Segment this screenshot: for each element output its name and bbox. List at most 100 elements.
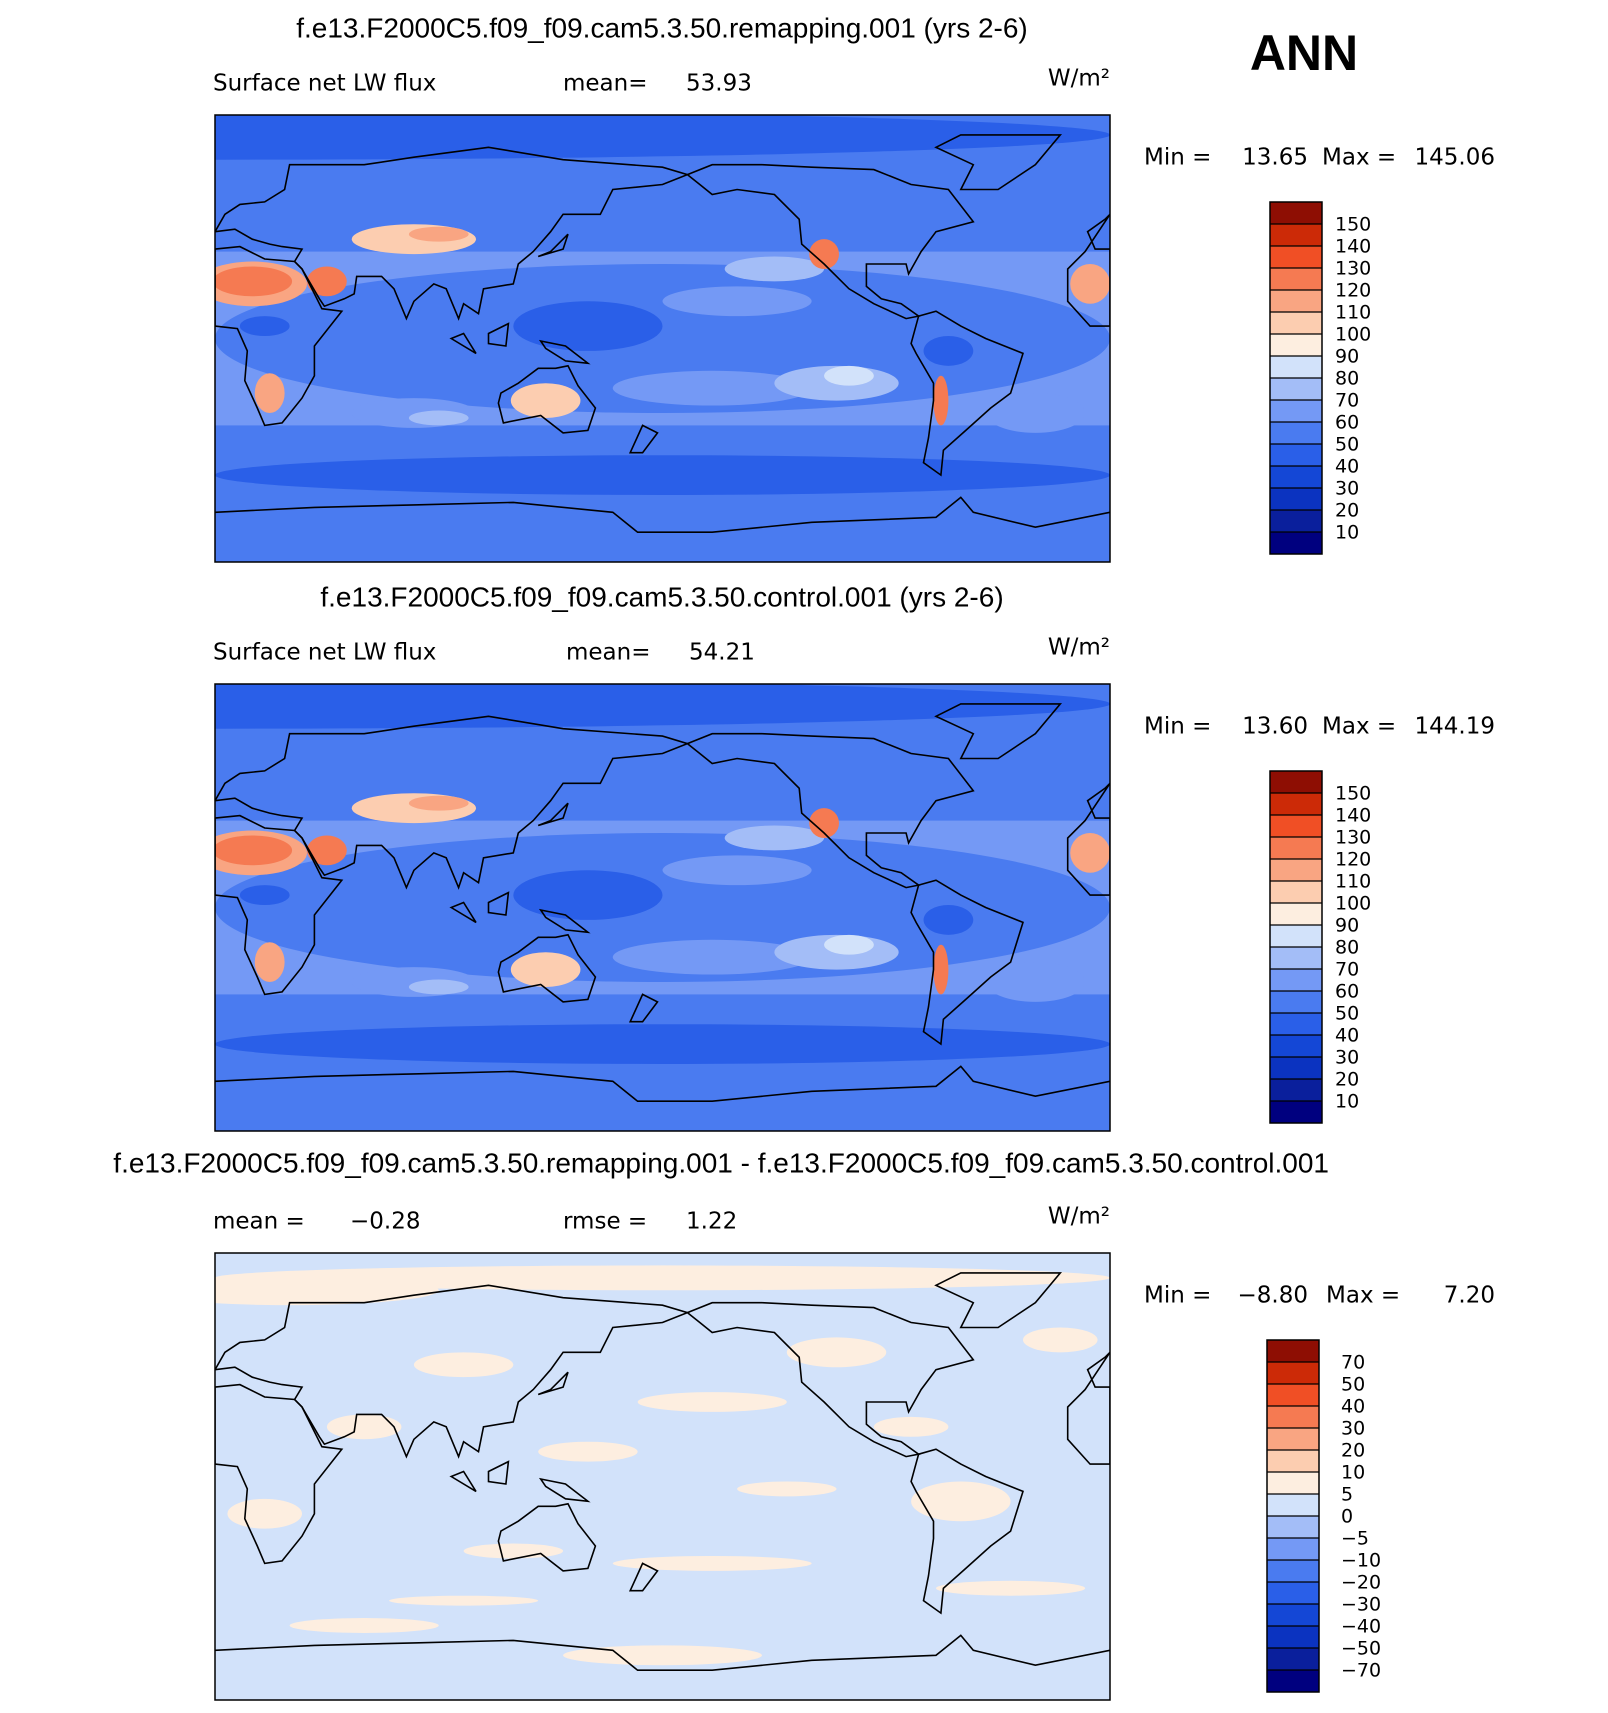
field-region xyxy=(215,1024,1110,1064)
stat-value: −0.28 xyxy=(350,1209,420,1235)
stat-label: mean= xyxy=(566,640,651,666)
field-region xyxy=(637,1392,787,1412)
field-region xyxy=(215,835,293,866)
field-region xyxy=(873,1416,949,1437)
max-value: 7.20 xyxy=(1444,1283,1495,1309)
colorbar-frame xyxy=(1269,201,1323,555)
colorbar-label: 10 xyxy=(1335,1091,1359,1113)
field-region xyxy=(923,336,974,366)
field-region xyxy=(239,885,290,906)
coastline xyxy=(215,146,690,321)
stat-value: 53.93 xyxy=(686,71,752,97)
field-region xyxy=(326,1414,402,1440)
coastline xyxy=(538,339,591,365)
coastline xyxy=(537,802,569,827)
colorbar-label: 110 xyxy=(1335,302,1371,324)
colorbar-label: 130 xyxy=(1335,258,1371,280)
colorbar-label: 150 xyxy=(1335,214,1371,236)
map-background xyxy=(215,1253,1110,1700)
field-region xyxy=(389,1595,539,1606)
colorbar-label: 40 xyxy=(1335,456,1359,478)
colorbar-label: 70 xyxy=(1341,1352,1365,1374)
colorbar-box xyxy=(1270,268,1322,290)
colorbar-label: 50 xyxy=(1335,1003,1359,1025)
field-region xyxy=(786,1337,887,1368)
colorbar-box xyxy=(1270,1101,1322,1123)
colorbar-label: −50 xyxy=(1341,1638,1381,1660)
map xyxy=(215,684,1110,1131)
colorbar-box xyxy=(1267,1384,1319,1406)
colorbar-frame xyxy=(1269,770,1323,1124)
map xyxy=(215,115,1110,562)
coastline xyxy=(215,1065,1110,1102)
field-region xyxy=(306,835,347,866)
colorbar-label: −5 xyxy=(1341,1528,1369,1550)
colorbar-box xyxy=(1270,378,1322,400)
colorbar-label: 20 xyxy=(1335,1069,1359,1091)
colorbar-box xyxy=(1270,969,1322,991)
units: W/m² xyxy=(1048,635,1110,661)
colorbar-box xyxy=(1267,1406,1319,1428)
coastline xyxy=(497,364,597,434)
max-label: Max = xyxy=(1322,145,1396,171)
colorbar-box xyxy=(1270,334,1322,356)
field-region xyxy=(923,905,974,935)
coastline xyxy=(1066,213,1110,327)
field-region xyxy=(513,301,663,351)
field-region xyxy=(809,808,840,838)
stat-label: rmse = xyxy=(563,1209,647,1235)
coastline xyxy=(497,933,597,1003)
coastline xyxy=(449,332,477,355)
coastline xyxy=(910,1448,1024,1615)
colorbar-box xyxy=(1267,1516,1319,1538)
coastline xyxy=(934,134,1063,191)
panel-title: f.e13.F2000C5.f09_f09.cam5.3.50.remappin… xyxy=(113,1147,1329,1178)
field-region xyxy=(911,1481,1011,1522)
colorbar-box xyxy=(1270,881,1322,903)
stat-value: 1.22 xyxy=(686,1209,737,1235)
field-region xyxy=(824,934,874,955)
colorbar-label: 30 xyxy=(1335,1047,1359,1069)
colorbar-box xyxy=(1267,1648,1319,1670)
coastline xyxy=(934,1272,1063,1329)
map-frame xyxy=(214,114,1111,563)
field-region xyxy=(662,855,812,886)
coastline xyxy=(487,1460,510,1485)
colorbar-box xyxy=(1267,1604,1319,1626)
colorbar-box xyxy=(1270,202,1322,224)
colorbar-label: 70 xyxy=(1335,390,1359,412)
coastline xyxy=(538,908,591,934)
panel: f.e13.F2000C5.f09_f09.cam5.3.50.remappin… xyxy=(113,1147,1495,1701)
colorbar-label: 90 xyxy=(1335,346,1359,368)
min-label: Min = xyxy=(1144,145,1211,171)
colorbar-label: 0 xyxy=(1341,1506,1353,1528)
field-region xyxy=(289,1618,439,1633)
colorbar-box xyxy=(1270,815,1322,837)
field-region xyxy=(510,952,581,987)
field-region xyxy=(215,684,1110,729)
colorbar-box xyxy=(1267,1472,1319,1494)
coastline xyxy=(449,1470,477,1493)
colorbar-box xyxy=(1270,444,1322,466)
stat-value: 54.21 xyxy=(689,640,755,666)
colorbar-box xyxy=(1270,991,1322,1013)
field-region xyxy=(513,870,663,920)
colorbar-label: 30 xyxy=(1335,478,1359,500)
coastline xyxy=(487,322,510,347)
colorbar-box xyxy=(1270,510,1322,532)
field-region xyxy=(612,939,812,975)
colorbar-label: 100 xyxy=(1335,324,1371,346)
colorbar-label: 150 xyxy=(1335,783,1371,805)
colorbar-box xyxy=(1267,1582,1319,1604)
colorbar-label: 50 xyxy=(1341,1374,1365,1396)
colorbar-box xyxy=(1270,793,1322,815)
colorbar-label: −70 xyxy=(1341,1660,1381,1682)
colorbar-box xyxy=(1267,1450,1319,1472)
colorbar-box xyxy=(1270,859,1322,881)
field-region xyxy=(724,825,825,851)
field-region xyxy=(306,266,347,297)
panel-title: f.e13.F2000C5.f09_f09.cam5.3.50.control.… xyxy=(320,581,1003,612)
colorbar-label: 10 xyxy=(1341,1462,1365,1484)
map-frame xyxy=(214,1252,1111,1701)
field-region xyxy=(824,365,874,386)
